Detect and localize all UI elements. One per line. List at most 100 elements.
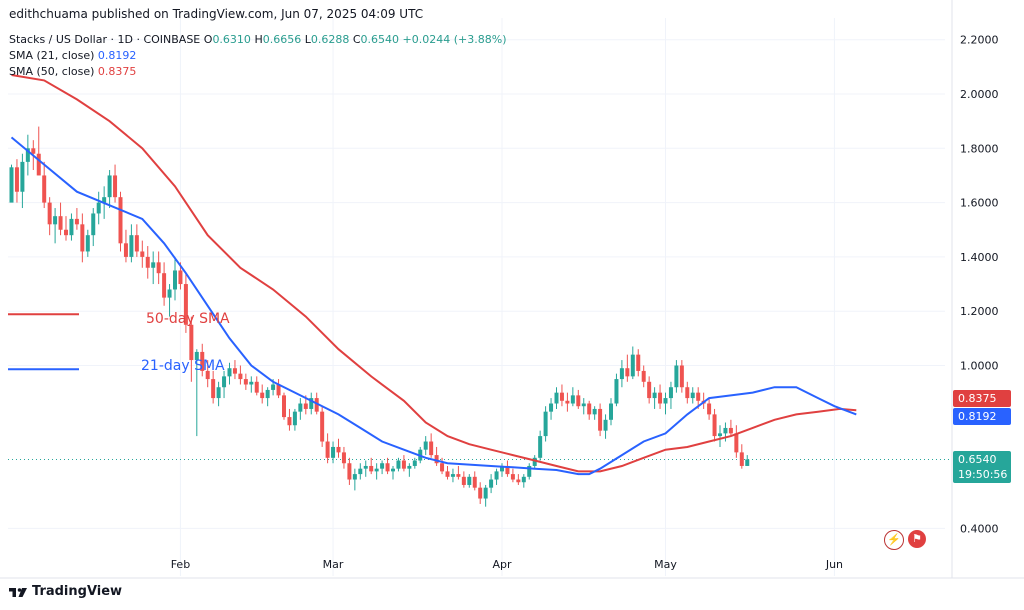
candle-body <box>728 427 733 434</box>
candle-body <box>156 262 161 274</box>
y-tick-label: 1.4000 <box>960 251 999 264</box>
sma50-legend-row[interactable]: SMA (50, close) 0.8375 <box>9 64 507 80</box>
candle-body <box>336 446 341 453</box>
flag-icon[interactable]: ⚑ <box>908 530 926 548</box>
candle-body <box>243 379 248 385</box>
candle-body <box>576 395 581 407</box>
candle-body <box>652 392 657 399</box>
candle-body <box>603 419 608 431</box>
candle-body <box>320 411 325 442</box>
candle-body <box>222 376 227 388</box>
candle-body <box>314 398 319 412</box>
candle-body <box>440 463 445 472</box>
tradingview-logo-icon <box>9 587 27 597</box>
sma21-legend-row[interactable]: SMA (21, close) 0.8192 <box>9 48 507 64</box>
candle-body <box>483 487 488 499</box>
y-tick-label: 2.2000 <box>960 34 999 47</box>
candle-body <box>194 351 199 361</box>
high-value: 0.6656 <box>262 33 302 46</box>
candle-body <box>53 216 58 225</box>
candle-body <box>265 389 270 399</box>
y-tick-label: 1.6000 <box>960 197 999 210</box>
candle-body <box>472 476 477 488</box>
sma50-label: SMA (50, close) <box>9 65 95 78</box>
candle-body <box>292 411 297 426</box>
candle-body <box>674 365 679 388</box>
candle-body <box>118 197 123 244</box>
last-price-value: 0.6540 <box>958 453 997 466</box>
candle-body <box>216 387 221 399</box>
candle-body <box>25 148 30 162</box>
candle-body <box>363 465 368 469</box>
publish-attribution: edithchuama published on TradingView.com… <box>9 7 424 21</box>
candle-body <box>478 487 483 499</box>
chart-icons: ⚡ ⚑ <box>884 530 926 550</box>
sma21-label: SMA (21, close) <box>9 49 95 62</box>
candle-body <box>249 381 254 385</box>
lightning-icon[interactable]: ⚡ <box>884 530 904 550</box>
sma50-line <box>11 74 857 473</box>
candle-body <box>559 392 564 401</box>
candle-body <box>445 471 450 477</box>
countdown-timer: 19:50:56 <box>958 468 1008 481</box>
candle-body <box>494 471 499 480</box>
candle-body <box>167 289 172 298</box>
candle-body <box>91 213 96 236</box>
candle-body <box>412 460 417 466</box>
close-value: 0.6540 <box>360 33 400 46</box>
candle-body <box>685 387 690 399</box>
candle-body <box>113 175 118 198</box>
sma21-value: 0.8192 <box>97 49 137 62</box>
candle-body <box>276 384 281 396</box>
candle-body <box>173 270 177 290</box>
symbol-label[interactable]: Stacks / US Dollar · 1D · COINBASE <box>9 33 201 46</box>
candle-body <box>516 479 521 483</box>
candle-body <box>107 175 112 198</box>
candle-body <box>369 465 374 472</box>
candle-body <box>532 457 537 466</box>
candle-body <box>309 398 314 409</box>
candle-body <box>358 468 363 475</box>
candle-body <box>391 468 395 472</box>
candle-body <box>696 392 701 401</box>
candle-body <box>434 455 439 464</box>
candle-body <box>527 465 532 477</box>
candle-body <box>429 441 434 456</box>
candle-body <box>647 381 652 399</box>
candle-body <box>162 273 167 298</box>
sma50-value: 0.8375 <box>97 65 137 78</box>
candle-body <box>347 463 352 480</box>
candle-body <box>271 384 276 390</box>
candle-body <box>183 284 188 325</box>
candle-body <box>80 224 85 252</box>
candle-body <box>96 202 101 214</box>
candle-body <box>374 468 379 472</box>
high-label: H <box>254 33 263 46</box>
candle-body <box>592 408 597 415</box>
x-tick-label: May <box>654 558 677 571</box>
candle-body <box>352 474 357 480</box>
candle-body <box>9 167 14 203</box>
tradingview-brand[interactable]: TradingView <box>9 584 122 599</box>
low-label: L <box>304 33 311 46</box>
low-value: 0.6288 <box>310 33 350 46</box>
sma21-line <box>10 136 857 476</box>
ohlc-row: Stacks / US Dollar · 1D · COINBASE O0.63… <box>9 32 507 48</box>
candle-body <box>74 218 79 225</box>
candle-body <box>260 392 265 399</box>
candle-body <box>581 403 586 407</box>
candle-body <box>325 441 330 458</box>
candle-body <box>690 392 695 399</box>
tradingview-brand-name: TradingView <box>32 584 123 599</box>
candle-body <box>587 403 592 415</box>
sma21-annotation: 21-day SMA <box>141 358 225 374</box>
candle-body <box>47 202 52 225</box>
candle-body <box>625 368 630 377</box>
candle-body <box>614 379 619 404</box>
candle-body <box>151 262 156 268</box>
candle-body <box>287 417 292 426</box>
candle-body <box>401 460 406 469</box>
candle-body <box>663 398 668 404</box>
candle-body <box>707 403 712 415</box>
